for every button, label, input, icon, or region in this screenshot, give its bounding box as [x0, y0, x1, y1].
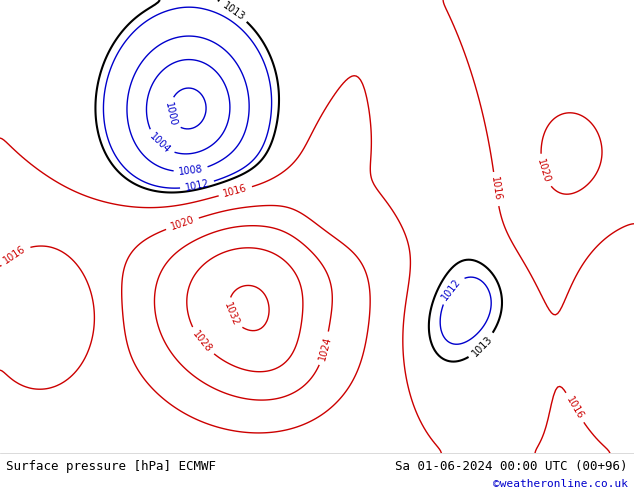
Text: 1004: 1004 — [148, 131, 172, 156]
Text: Sa 01-06-2024 00:00 UTC (00+96): Sa 01-06-2024 00:00 UTC (00+96) — [395, 460, 628, 473]
Text: 1013: 1013 — [221, 0, 246, 22]
Text: 1020: 1020 — [535, 158, 552, 184]
Text: 1020: 1020 — [169, 215, 196, 232]
Text: 1016: 1016 — [489, 176, 503, 202]
Text: ©weatheronline.co.uk: ©weatheronline.co.uk — [493, 480, 628, 490]
Text: 1012: 1012 — [184, 178, 210, 193]
Text: 1016: 1016 — [2, 244, 28, 266]
Text: 1012: 1012 — [440, 276, 463, 302]
Text: 1000: 1000 — [164, 101, 178, 127]
Text: 1016: 1016 — [223, 183, 249, 199]
Text: 1032: 1032 — [222, 301, 240, 328]
Text: 1016: 1016 — [564, 394, 585, 421]
Text: 1024: 1024 — [317, 335, 333, 362]
Text: 1028: 1028 — [190, 329, 214, 354]
Text: 1008: 1008 — [178, 165, 204, 177]
Text: Surface pressure [hPa] ECMWF: Surface pressure [hPa] ECMWF — [6, 460, 216, 473]
Text: 1013: 1013 — [470, 334, 494, 358]
